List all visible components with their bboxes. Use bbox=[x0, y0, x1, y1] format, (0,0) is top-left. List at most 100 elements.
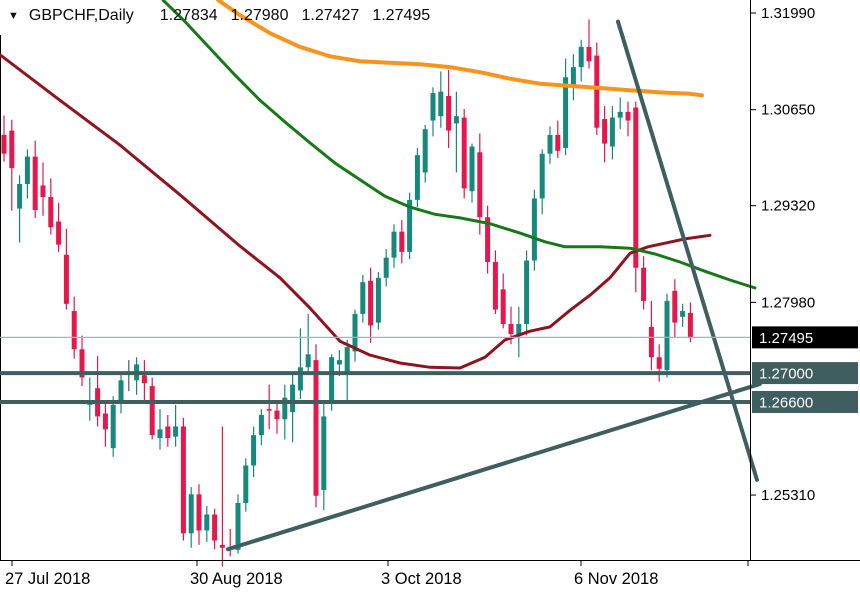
candle-body bbox=[547, 134, 553, 154]
price-axis-label: 1.27980 bbox=[761, 294, 815, 311]
candle-body bbox=[656, 357, 662, 369]
ma-mid-green-line bbox=[161, 0, 757, 290]
candle-body bbox=[110, 404, 116, 449]
candle-body bbox=[664, 300, 670, 371]
price-tag-1.27495 bbox=[752, 326, 858, 349]
candle-body bbox=[9, 130, 15, 169]
candle-body bbox=[180, 426, 186, 534]
candle-body bbox=[219, 544, 225, 548]
candle-body bbox=[680, 311, 686, 317]
candle-body bbox=[251, 435, 257, 466]
date-axis-label: 3 Oct 2018 bbox=[381, 570, 462, 588]
candle-body bbox=[329, 357, 335, 402]
candle-body bbox=[477, 152, 483, 218]
candle-body bbox=[17, 184, 23, 209]
candle-body bbox=[531, 198, 537, 261]
candle-body bbox=[570, 67, 576, 88]
candle-body bbox=[79, 349, 85, 378]
candle-body bbox=[274, 410, 280, 420]
candle-body bbox=[235, 502, 241, 550]
ma-fast-darkred-line bbox=[0, 53, 712, 370]
candle-body bbox=[336, 360, 342, 365]
candle-body bbox=[516, 324, 522, 335]
descending-trendline[interactable] bbox=[616, 19, 759, 482]
candle-body bbox=[290, 384, 296, 413]
candle-body bbox=[212, 514, 218, 541]
date-axis-label: 30 Aug 2018 bbox=[190, 570, 283, 588]
candle-body bbox=[102, 413, 108, 430]
candle-body bbox=[63, 254, 69, 304]
candle-body bbox=[383, 257, 389, 278]
candle-body bbox=[563, 77, 569, 148]
symbol-timeframe-label: GBPCHF,Daily bbox=[28, 7, 134, 24]
candle-body bbox=[633, 107, 639, 268]
candle-body bbox=[453, 116, 459, 124]
candle-body bbox=[1, 134, 7, 154]
candle-body bbox=[157, 429, 163, 439]
ohlc-low-value: 1.27427 bbox=[301, 7, 360, 24]
candle-body bbox=[321, 416, 327, 490]
candle-body bbox=[687, 312, 693, 338]
candle-body bbox=[609, 117, 615, 147]
candle-body bbox=[165, 426, 171, 439]
candle-body bbox=[578, 46, 584, 68]
candle-body bbox=[196, 494, 202, 531]
candle-body bbox=[282, 397, 288, 420]
candle-body bbox=[407, 199, 413, 252]
candle-body bbox=[375, 277, 381, 323]
candle-body bbox=[266, 409, 272, 411]
candle-body bbox=[56, 221, 62, 245]
candle-body bbox=[399, 231, 405, 252]
candle-body bbox=[648, 326, 654, 358]
candle-body bbox=[485, 217, 491, 262]
candle-body bbox=[141, 375, 147, 384]
candle-body bbox=[438, 91, 444, 117]
candle-body bbox=[555, 134, 561, 151]
ascending-trendline[interactable] bbox=[226, 381, 762, 552]
candle-body bbox=[446, 95, 452, 131]
candle-body bbox=[204, 514, 210, 531]
price-tag-1.26600 bbox=[752, 390, 858, 413]
price-tag-label: 1.27000 bbox=[759, 366, 813, 383]
candle-body bbox=[149, 386, 155, 436]
date-axis-label: 27 Jul 2018 bbox=[5, 570, 90, 588]
price-tag-label: 1.26600 bbox=[759, 394, 813, 411]
candle-body bbox=[586, 46, 592, 62]
candle-body bbox=[641, 267, 647, 301]
candle-body bbox=[297, 367, 303, 391]
candle-body bbox=[188, 494, 194, 534]
candle-body bbox=[305, 354, 311, 368]
candle-body bbox=[368, 280, 374, 326]
candle-body bbox=[243, 465, 249, 503]
candle-body bbox=[524, 260, 530, 325]
ohlc-high-value: 1.27980 bbox=[230, 7, 289, 24]
candle-body bbox=[500, 289, 506, 325]
ma-slow-orange-line bbox=[216, 0, 704, 98]
candle-body bbox=[32, 156, 38, 210]
candle-body bbox=[24, 156, 30, 185]
candle-body bbox=[118, 380, 124, 401]
price-axis-label: 1.29320 bbox=[761, 198, 815, 215]
candle-body bbox=[672, 290, 678, 323]
candle-body bbox=[461, 117, 467, 189]
candle-body bbox=[391, 231, 397, 258]
candle-body bbox=[258, 414, 264, 436]
candle-body bbox=[602, 119, 608, 144]
ohlc-open-value: 1.27834 bbox=[159, 7, 218, 24]
candle-body bbox=[422, 129, 428, 173]
candle-body bbox=[71, 311, 77, 350]
candle-body bbox=[430, 93, 436, 121]
candle-body bbox=[539, 153, 545, 199]
candle-body bbox=[414, 155, 420, 200]
candle-body bbox=[492, 261, 498, 310]
candle-body bbox=[594, 55, 600, 128]
ohlc-close-value: 1.27495 bbox=[372, 7, 431, 24]
symbol-dropdown-icon[interactable]: ▼ bbox=[8, 10, 19, 22]
candle-body bbox=[360, 282, 366, 314]
candle-body bbox=[48, 197, 54, 228]
candle-body bbox=[352, 313, 358, 352]
date-axis-label: 6 Nov 2018 bbox=[574, 570, 658, 588]
candle-body bbox=[344, 347, 350, 374]
